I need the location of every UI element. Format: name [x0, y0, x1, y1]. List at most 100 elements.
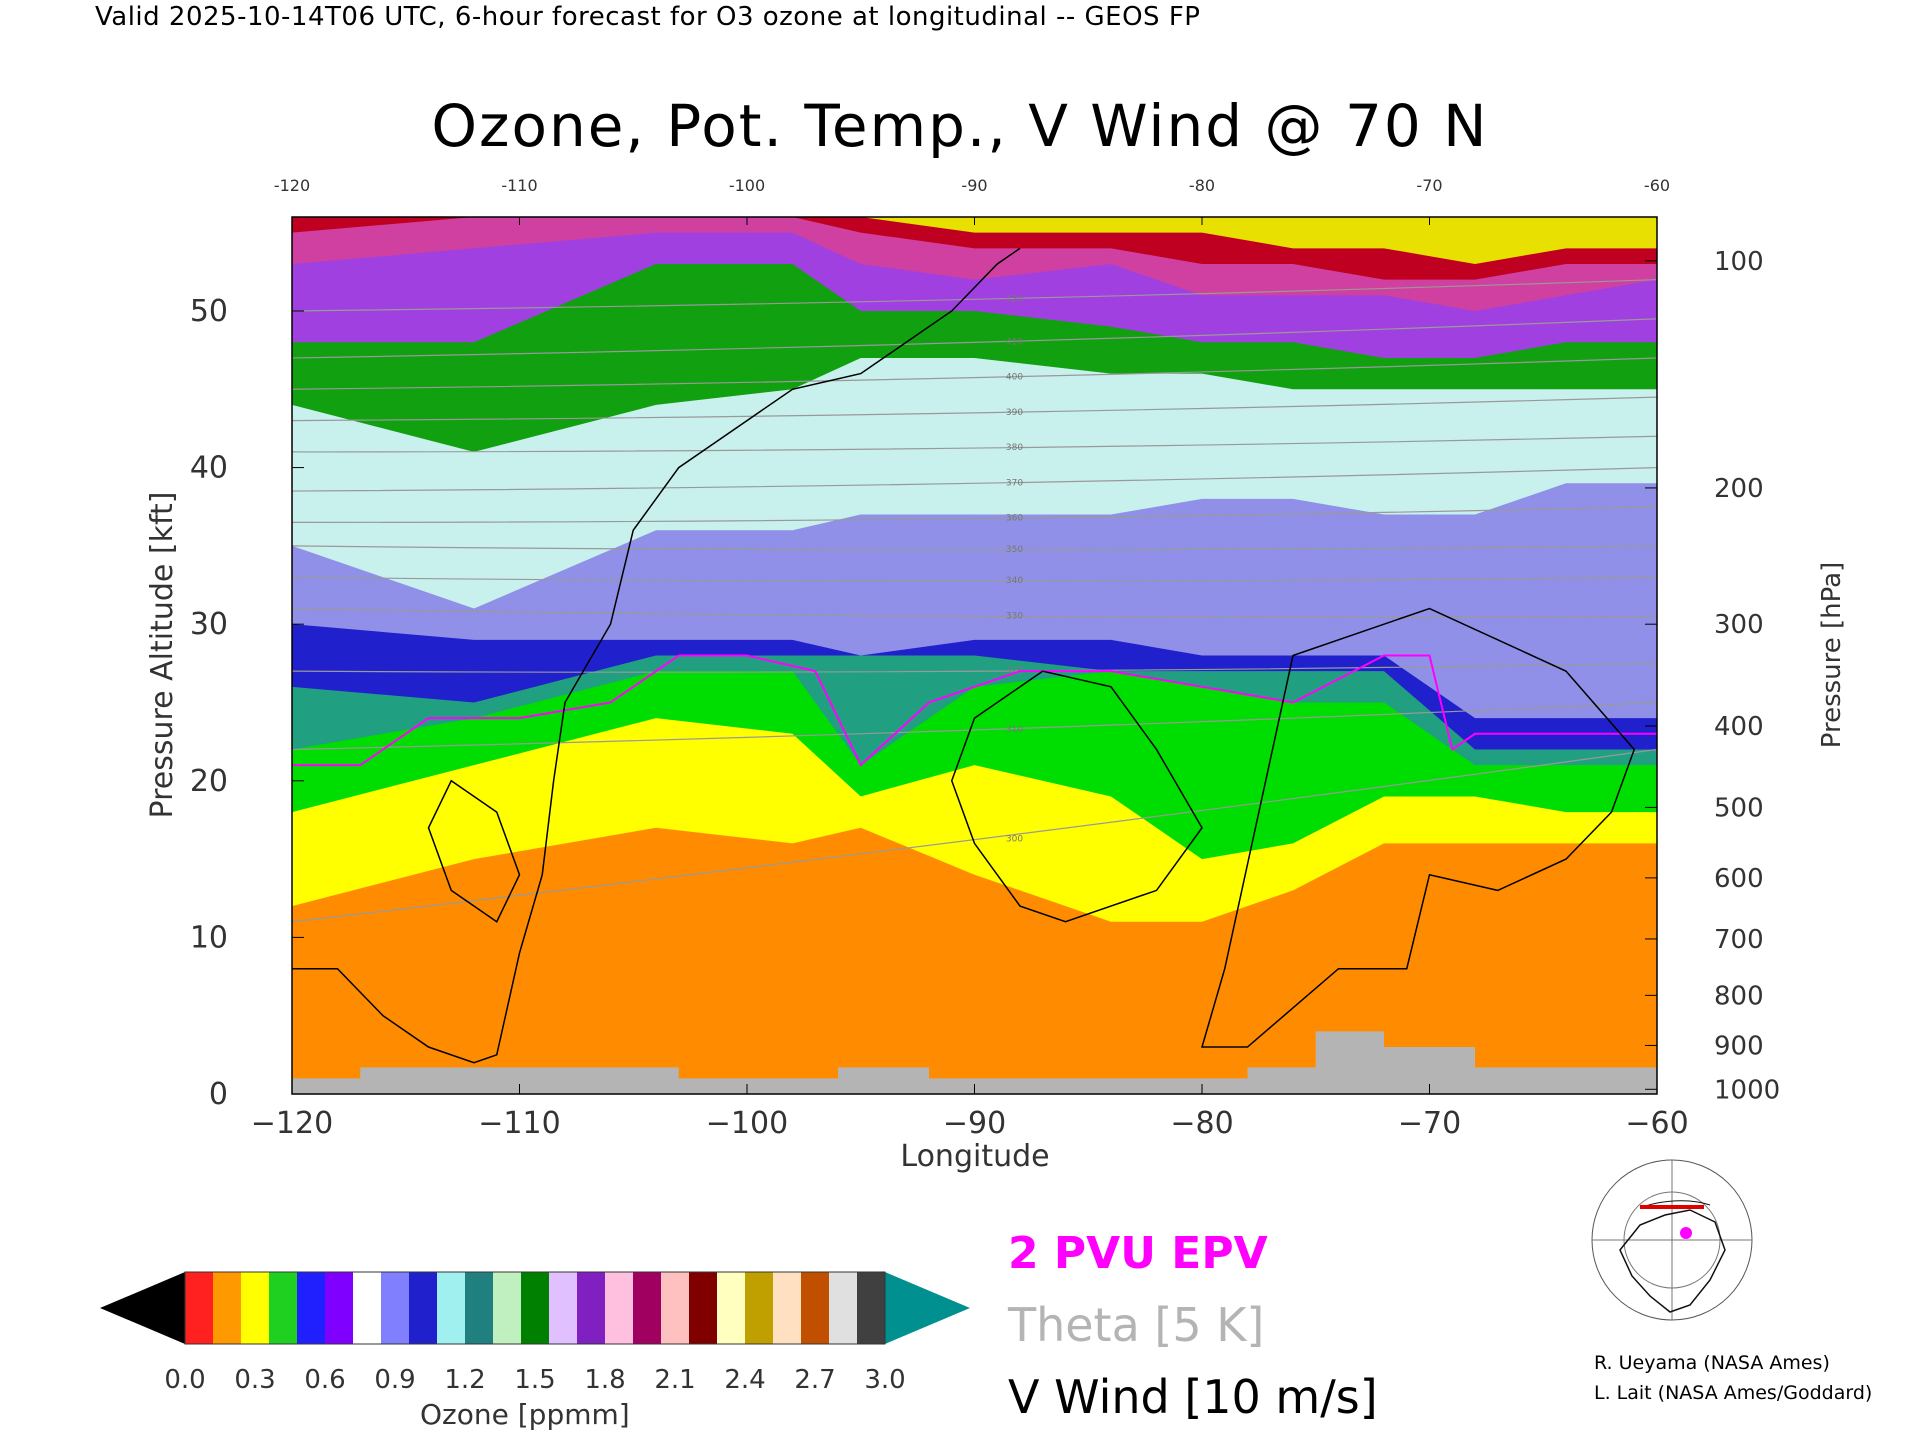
- colorbar-swatch: [577, 1272, 606, 1344]
- colorbar-tick-label: 1.2: [444, 1365, 485, 1395]
- colorbar-frame: [184, 1271, 886, 1345]
- colorbar-tick-label: 0.0: [164, 1365, 205, 1395]
- legend-epv: 2 PVU EPV: [1008, 1228, 1268, 1279]
- theta-label-300: 300: [1006, 835, 1023, 845]
- pressure-tick-label: 400: [1714, 712, 1764, 742]
- theta-label-370: 370: [1006, 478, 1023, 488]
- x-tick-label: −90: [943, 1106, 1006, 1141]
- epv-2pvu-line: [292, 654, 1657, 767]
- theta-label-310: 310: [1006, 725, 1023, 735]
- colorbar-swatch: [801, 1272, 830, 1344]
- y-tick-label: 20: [190, 764, 228, 799]
- colorbar-swatch: [269, 1272, 298, 1344]
- theta-label-400: 400: [1006, 373, 1023, 383]
- colorbar-tick-label: 0.9: [374, 1365, 415, 1395]
- y-tick-label: 30: [190, 607, 228, 642]
- legend-theta: Theta [5 K]: [1008, 1298, 1265, 1352]
- contour-lines: 300 310 320 330 340 350 360 370 380 390 400 410 420: [292, 247, 1657, 1064]
- colorbar-swatch: [549, 1272, 578, 1344]
- theta-label-360: 360: [1006, 514, 1023, 524]
- theta-contour-360: [292, 506, 1657, 523]
- pressure-tick-label: 300: [1714, 610, 1764, 640]
- colorbar-tick-label: 0.6: [304, 1365, 345, 1395]
- y-tick-label: 50: [190, 294, 228, 329]
- colorbar-swatch: [409, 1272, 438, 1344]
- theta-label-380: 380: [1006, 443, 1023, 453]
- pressure-tick-label: 800: [1714, 981, 1764, 1011]
- colorbar-swatch: [605, 1272, 634, 1344]
- colorbar-swatch: [829, 1272, 858, 1344]
- vwind-zero-contour: [292, 247, 1021, 1064]
- pressure-tick-label: 100: [1714, 247, 1764, 277]
- legend-vwind: V Wind [10 m/s]: [1008, 1370, 1378, 1424]
- colorbar-label: Ozone [ppmm]: [420, 1398, 630, 1431]
- colorbar: 0.0 0.3 0.6 0.9 1.2 1.5 1.8 2.1 2.4 2.7 3.0: [100, 1271, 970, 1395]
- colorbar-swatch: [493, 1272, 522, 1344]
- theta-label-320: 320: [1006, 666, 1023, 676]
- top-tick-label: -70: [1416, 176, 1442, 195]
- colorbar-swatch: [325, 1272, 354, 1344]
- colorbar-swatch: [297, 1272, 326, 1344]
- colorbar-over-arrow: [885, 1272, 970, 1344]
- colorbar-under-arrow: [100, 1272, 185, 1344]
- vwind-loop-west: [427, 779, 521, 923]
- theta-contour-340: [292, 576, 1657, 582]
- colorbar-swatch: [745, 1272, 774, 1344]
- y-tick-label: 40: [190, 451, 228, 486]
- top-tick-label: -60: [1644, 176, 1670, 195]
- x-tick-label: −100: [706, 1106, 788, 1141]
- colorbar-swatch: [241, 1272, 270, 1344]
- colorbar-swatch: [437, 1272, 466, 1344]
- x-axis-label: Longitude: [900, 1139, 1049, 1174]
- theta-contour-330: [292, 607, 1657, 618]
- theta-contour-300: [292, 748, 1657, 923]
- vwind-loop-center: [950, 670, 1203, 923]
- colorbar-swatch: [213, 1272, 242, 1344]
- x-tick-label: −70: [1398, 1106, 1461, 1141]
- ozone-layer-orange: [292, 827, 1657, 1094]
- location-dot: [1680, 1227, 1692, 1239]
- top-tick-label: -80: [1189, 176, 1215, 195]
- forecast-header: Valid 2025-10-14T06 UTC, 6-hour forecast…: [95, 2, 1201, 32]
- pressure-tick-label: 500: [1714, 793, 1764, 823]
- colorbar-swatch: [353, 1272, 382, 1344]
- x-tick-label: −80: [1170, 1106, 1233, 1141]
- credit-line-1: R. Ueyama (NASA Ames): [1594, 1352, 1830, 1374]
- colorbar-tick-label: 2.1: [654, 1365, 695, 1395]
- colorbar-tick-label: 2.7: [794, 1365, 835, 1395]
- colorbar-swatch: [185, 1272, 214, 1344]
- top-tick-label: -120: [274, 176, 310, 195]
- theta-contour-310: [292, 701, 1657, 751]
- colorbar-tick-label: 1.8: [584, 1365, 625, 1395]
- colorbar-swatch: [661, 1272, 690, 1344]
- x-tick-label: −60: [1625, 1106, 1688, 1141]
- theta-label-340: 340: [1006, 576, 1023, 586]
- theta-contour-400: [292, 357, 1657, 390]
- theta-contour-320: [292, 662, 1657, 673]
- colorbar-swatch: [689, 1272, 718, 1344]
- colorbar-swatch: [381, 1272, 410, 1344]
- theta-contour-420: [292, 279, 1657, 312]
- colorbar-swatch: [465, 1272, 494, 1344]
- y-tick-label: 10: [190, 920, 228, 955]
- colorbar-swatch: [521, 1272, 550, 1344]
- pressure-tick-label: 700: [1714, 925, 1764, 955]
- pressure-tick-label: 900: [1714, 1031, 1764, 1061]
- ozone-field: [292, 217, 1657, 1094]
- theta-label-350: 350: [1006, 545, 1023, 555]
- terrain: [292, 1031, 1657, 1094]
- y-axis-label: Pressure Altitude [kft]: [145, 492, 180, 819]
- theta-label-420: 420: [1006, 294, 1023, 304]
- theta-contour-370: [292, 466, 1657, 492]
- y-tick-label: 0: [209, 1077, 228, 1112]
- theta-contour-380: [292, 435, 1657, 453]
- pressure-tick-label: 1000: [1714, 1075, 1780, 1105]
- theta-contour-350: [292, 545, 1657, 551]
- top-tick-label: -110: [501, 176, 537, 195]
- x-tick-label: −110: [478, 1106, 560, 1141]
- theta-label-330: 330: [1006, 611, 1023, 621]
- y2-axis-label: Pressure [hPa]: [1817, 562, 1847, 749]
- colorbar-tick-label: 3.0: [864, 1365, 905, 1395]
- credit-line-2: L. Lait (NASA Ames/Goddard): [1594, 1382, 1873, 1404]
